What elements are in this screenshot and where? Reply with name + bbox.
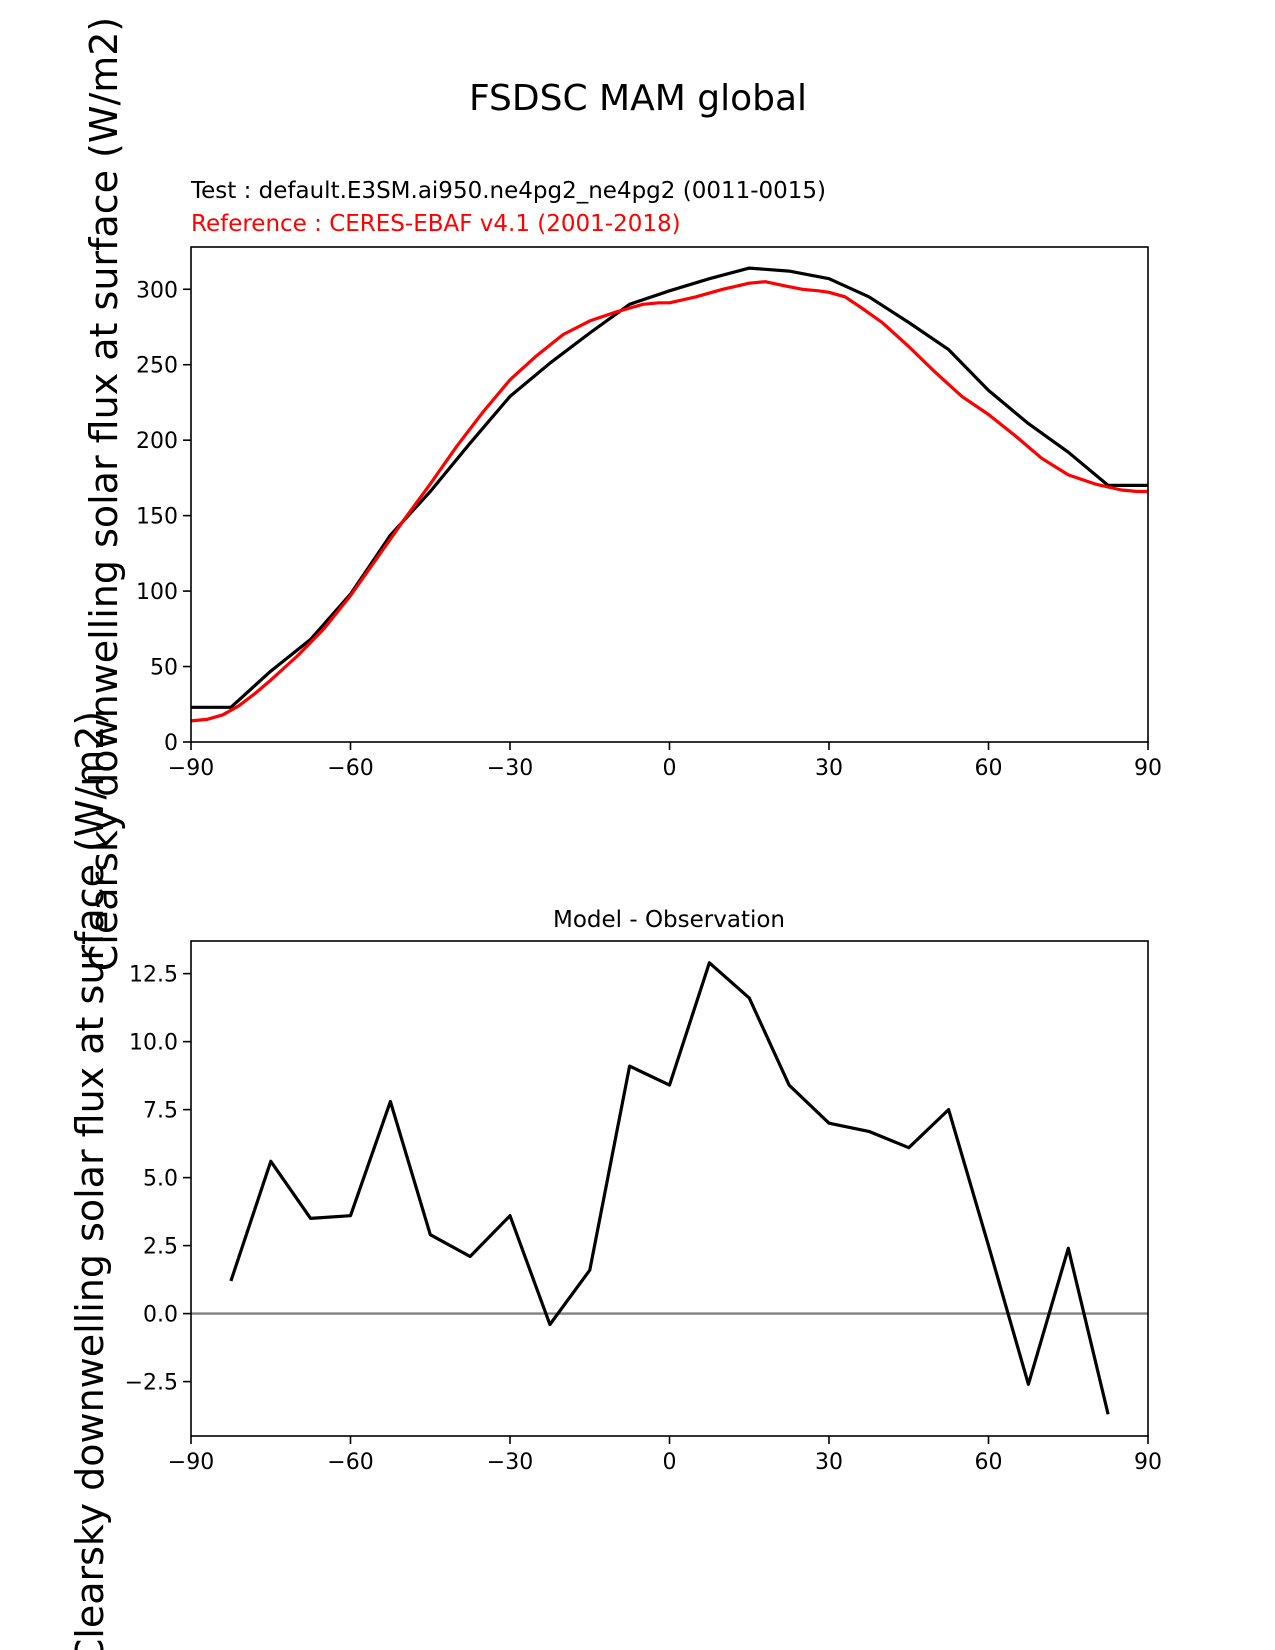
bottom-x-tick-label: −90 — [168, 1450, 214, 1475]
bottom-x-tick-label: −60 — [327, 1450, 373, 1475]
bottom-y-tick-label: 0.0 — [143, 1303, 178, 1328]
top-series-reference — [190, 280, 1148, 723]
top-x-tick-label: 90 — [1134, 756, 1162, 781]
top-x-tick-label: −30 — [487, 756, 533, 781]
bottom-y-tick-label: 5.0 — [143, 1167, 178, 1192]
top-y-tick-label: 0 — [164, 731, 178, 756]
figure-title: FSDSC MAM global — [469, 78, 807, 119]
top-x-tick-label: 0 — [663, 756, 677, 781]
top-y-tick-label: 250 — [136, 354, 178, 379]
top-x-tick-label: 30 — [815, 756, 843, 781]
bottom-y-tick-label: 7.5 — [143, 1099, 178, 1124]
reference-label: Reference : CERES-EBAF v4.1 (2001-2018) — [191, 211, 681, 237]
bottom-y-axis-label: Clearsky downwelling solar flux at surfa… — [68, 711, 112, 1650]
top-x-tick-label: −60 — [327, 756, 373, 781]
bottom-y-tick-label: 2.5 — [143, 1235, 178, 1260]
top-chart: Test : default.E3SM.ai950.ne4pg2_ne4pg2 … — [82, 17, 1162, 972]
top-plot-frame — [190, 246, 1149, 743]
bottom-x-tick-label: 90 — [1134, 1450, 1162, 1475]
bottom-series-model-observation — [229, 961, 1110, 1415]
bottom-y-tick-label: 12.5 — [129, 963, 178, 988]
test-label: Test : default.E3SM.ai950.ne4pg2_ne4pg2 … — [190, 178, 826, 204]
top-x-tick-label: 60 — [975, 756, 1003, 781]
bottom-y-tick-label: 10.0 — [129, 1031, 178, 1056]
top-y-tick-label: 100 — [136, 580, 178, 605]
top-y-axis-label: Clearsky downwelling solar flux at surfa… — [82, 17, 126, 972]
top-x-tick-label: −90 — [168, 756, 214, 781]
bottom-y-tick-label: −2.5 — [125, 1371, 178, 1396]
bottom-chart: Model - Observation Clearsky downwelling… — [68, 711, 1162, 1650]
top-y-tick-label: 200 — [136, 429, 178, 454]
bottom-x-tick-label: 60 — [975, 1450, 1003, 1475]
top-series-test — [191, 266, 1148, 709]
bottom-chart-title: Model - Observation — [553, 907, 785, 933]
top-y-tick-label: 150 — [136, 505, 178, 530]
bottom-x-tick-label: 30 — [815, 1450, 843, 1475]
bottom-plot-frame — [190, 940, 1149, 1437]
bottom-x-tick-label: 0 — [663, 1450, 677, 1475]
top-y-tick-label: 300 — [136, 278, 178, 303]
top-y-tick-label: 50 — [150, 656, 178, 681]
bottom-x-tick-label: −30 — [487, 1450, 533, 1475]
